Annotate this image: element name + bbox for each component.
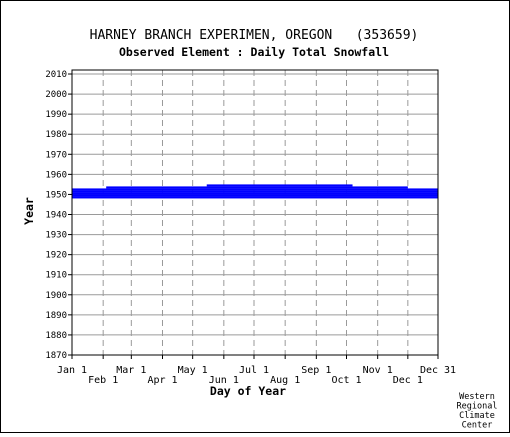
credit-line: Center bbox=[462, 421, 493, 431]
y-tick-label: 2000 bbox=[45, 90, 67, 100]
grid-lines bbox=[72, 70, 438, 356]
x-tick-label: May 1 bbox=[178, 365, 208, 376]
y-axis-label: Year bbox=[22, 197, 36, 225]
y-tick-label: 1880 bbox=[45, 331, 67, 341]
x-tick-label: Dec 1 bbox=[393, 375, 423, 386]
record-bar bbox=[106, 186, 408, 189]
y-tick-label: 1940 bbox=[45, 211, 67, 221]
data-records bbox=[72, 184, 438, 199]
y-tick-label: 1960 bbox=[45, 170, 67, 180]
record-bar bbox=[72, 192, 438, 195]
record-bar bbox=[72, 188, 438, 191]
x-tick-label: Aug 1 bbox=[270, 375, 300, 386]
x-tick-label: Oct 1 bbox=[331, 375, 361, 386]
x-tick-label: Dec 31 bbox=[420, 365, 456, 376]
y-tick-label: 1870 bbox=[45, 351, 67, 361]
record-bar bbox=[206, 184, 353, 187]
record-bar bbox=[72, 196, 438, 199]
x-tick-label: Mar 1 bbox=[116, 365, 146, 376]
record-bar bbox=[72, 190, 438, 193]
y-tick-label: 1920 bbox=[45, 251, 67, 261]
y-tick-label: 1910 bbox=[45, 271, 67, 281]
x-tick-label: Nov 1 bbox=[363, 365, 393, 376]
y-tick-label: 1930 bbox=[45, 231, 67, 241]
credit-line: Climate bbox=[459, 411, 495, 421]
y-tick-label: 1950 bbox=[45, 190, 67, 200]
plot-area-border bbox=[71, 69, 439, 356]
y-tick-label: 1990 bbox=[45, 110, 67, 120]
record-bar bbox=[72, 194, 438, 197]
x-tick-label: Jun 1 bbox=[209, 375, 239, 386]
x-axis-label: Day of Year bbox=[210, 384, 286, 398]
y-tick-label: 1900 bbox=[45, 291, 67, 301]
chart-subtitle: Observed Element : Daily Total Snowfall bbox=[119, 45, 389, 59]
x-axis-ticks: Jan 1 Mar 1 May 1 Jul 1 Sep 1 Nov 1 Dec 31 Feb … bbox=[57, 355, 456, 386]
chart-title: HARNEY BRANCH EXPERIMEN, OREGON (353659) bbox=[90, 28, 419, 43]
credit-line: Western bbox=[459, 392, 495, 402]
y-tick-label: 1890 bbox=[45, 311, 67, 321]
x-tick-label: Apr 1 bbox=[147, 375, 177, 386]
x-tick-label: Jul 1 bbox=[239, 365, 269, 376]
x-tick-label: Jan 1 bbox=[57, 365, 87, 376]
y-tick-label: 1980 bbox=[45, 130, 67, 140]
x-tick-label: Sep 1 bbox=[301, 365, 331, 376]
credit-line: Regional bbox=[457, 402, 498, 412]
y-tick-label: 1970 bbox=[45, 150, 67, 160]
y-tick-label: 2010 bbox=[45, 70, 67, 80]
y-axis-ticks: 1870 1880 1890 1900 1910 1920 1930 1940 1950 1960… bbox=[45, 70, 72, 361]
x-tick-label: Feb 1 bbox=[88, 375, 118, 386]
